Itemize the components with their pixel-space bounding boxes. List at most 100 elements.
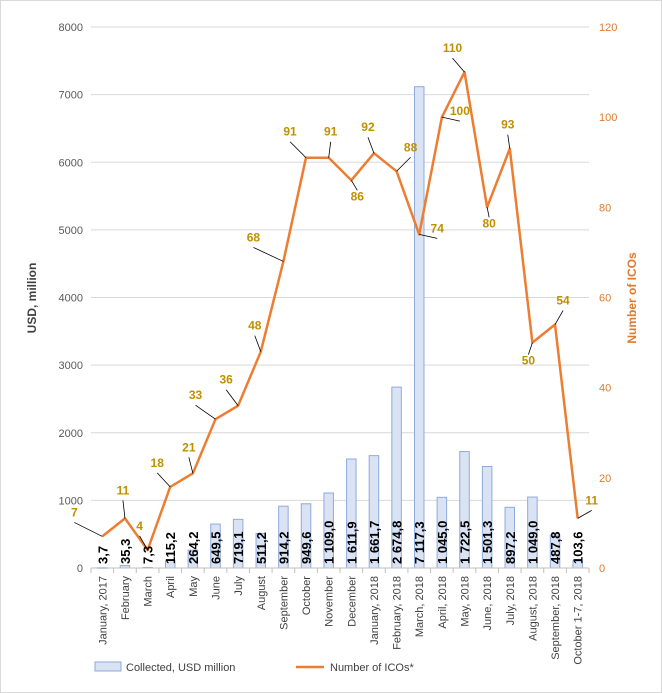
ico-value-label: 4 (136, 519, 143, 533)
ico-value-label: 110 (443, 41, 463, 55)
category-label: August (256, 576, 268, 610)
legend-bar-label: Collected, USD million (126, 662, 235, 674)
ico-value-label: 92 (361, 120, 375, 134)
y2-axis-title: Number of ICOs (625, 252, 639, 344)
line-series (101, 70, 579, 552)
bar-value-label: 487,8 (548, 531, 563, 564)
y-tick-label: 6000 (59, 157, 83, 169)
axes: 0 1000 2000 3000 4000 5000 6000 7000 8000 0 20 40 60… (25, 22, 639, 665)
ico-value-label: 100 (450, 104, 470, 118)
category-label: June, 2018 (482, 576, 494, 630)
ico-value-label: 36 (219, 373, 233, 387)
y2-tick-label: 120 (599, 22, 617, 34)
ico-value-label: 33 (189, 388, 203, 402)
bar-value-label: 1 501,3 (480, 521, 495, 564)
bar-value-label: 7,3 (141, 546, 156, 564)
ico-value-label: 54 (556, 294, 570, 308)
ico-label-leader (577, 510, 592, 519)
ico-label-leader (486, 207, 490, 218)
ico-value-label: 50 (522, 354, 536, 368)
ico-label-leader (452, 57, 465, 73)
y-tick-label: 0 (77, 563, 83, 575)
category-label: June (211, 576, 223, 600)
bar-value-label: 1 109,0 (322, 521, 337, 564)
ico-label-leader (253, 247, 284, 262)
ico-label-leader (156, 472, 171, 488)
y-tick-label: 4000 (59, 293, 83, 305)
category-label: May (188, 576, 200, 597)
y2-tick-label: 0 (599, 563, 605, 575)
bar (413, 86, 425, 569)
gridlines (91, 26, 589, 501)
ico-value-label: 21 (182, 440, 196, 454)
bar-value-label: 1 661,7 (367, 521, 382, 564)
ico-value-label: 11 (117, 483, 130, 497)
category-label: April, 2018 (437, 576, 449, 629)
category-label: February (120, 576, 132, 621)
category-label: March (143, 576, 155, 607)
ico-label-leader (419, 233, 438, 239)
ico-label-leader (367, 137, 375, 154)
ico-label-leader (396, 156, 411, 172)
category-label: July, 2018 (505, 576, 517, 625)
ico-label-leader (74, 522, 103, 537)
ico-label-leader (139, 535, 148, 551)
ico-value-label: 68 (247, 230, 261, 244)
y2-tick-label: 80 (599, 202, 611, 214)
bar-value-label: 7 117,3 (412, 521, 427, 564)
ico-label-leader (328, 141, 332, 158)
category-label: December (346, 576, 358, 627)
bar-value-label: 719,1 (231, 531, 246, 564)
y2-tick-label: 60 (599, 293, 611, 305)
ico-label-leader (507, 134, 511, 149)
bar-value-label: 649,5 (209, 531, 224, 564)
bar-value-label: 2 674,8 (390, 521, 405, 564)
y-tick-label: 5000 (59, 225, 83, 237)
ico-value-label: 48 (248, 319, 262, 333)
ico-label-leader (122, 500, 126, 519)
y-tick-label: 7000 (59, 90, 83, 102)
ico-label-leader (289, 141, 307, 159)
bar-value-label: 35,3 (118, 539, 133, 564)
ico-value-label: 74 (431, 221, 445, 235)
legend: Collected, USD million Number of ICOs* (94, 661, 414, 674)
bar-value-label: 511,2 (254, 532, 269, 564)
bar-value-label: 1 722,5 (458, 521, 473, 564)
ico-value-label: 88 (404, 140, 418, 154)
category-label: September (278, 576, 290, 630)
ico-value-label: 91 (324, 125, 338, 139)
ico-label-leader (254, 335, 262, 352)
ico-label-leader (350, 180, 358, 191)
data-labels: 3,7 35,3 7,3 115,2 264,2 649,5 719,1 511,2 914,2… (71, 41, 598, 564)
ico-count-line (101, 70, 579, 552)
ico-value-label: 91 (283, 125, 297, 139)
ico-value-label: 7 (71, 505, 78, 519)
category-label: March, 2018 (414, 576, 426, 637)
category-label: August, 2018 (527, 576, 539, 641)
legend-line-label: Number of ICOs* (330, 662, 414, 674)
bar-value-label: 1 045,0 (435, 521, 450, 564)
y-axis-title: USD, million (25, 263, 39, 334)
bar-value-label: 949,6 (299, 531, 314, 564)
category-label: January, 2017 (97, 576, 109, 645)
ico-label-leader (441, 116, 460, 122)
ico-label-leader (225, 389, 239, 406)
bar-value-label: 1 049,0 (525, 521, 540, 564)
bar-value-label: 103,6 (571, 531, 586, 564)
y2-tick-label: 20 (599, 473, 611, 485)
category-label: September, 2018 (550, 576, 562, 660)
category-label: February, 2018 (392, 576, 404, 650)
y-tick-label: 8000 (59, 22, 83, 34)
y-tick-label: 3000 (59, 360, 83, 372)
ico-value-label: 93 (501, 118, 515, 132)
ico-label-leader (188, 457, 194, 474)
bar-series (97, 86, 583, 569)
ico-value-label: 11 (585, 493, 598, 507)
bar-value-label: 3,7 (95, 546, 110, 564)
category-label: May, 2018 (460, 576, 472, 627)
category-label: July (233, 576, 245, 596)
ico-value-label: 18 (151, 456, 165, 470)
ico-value-label: 86 (351, 189, 365, 203)
